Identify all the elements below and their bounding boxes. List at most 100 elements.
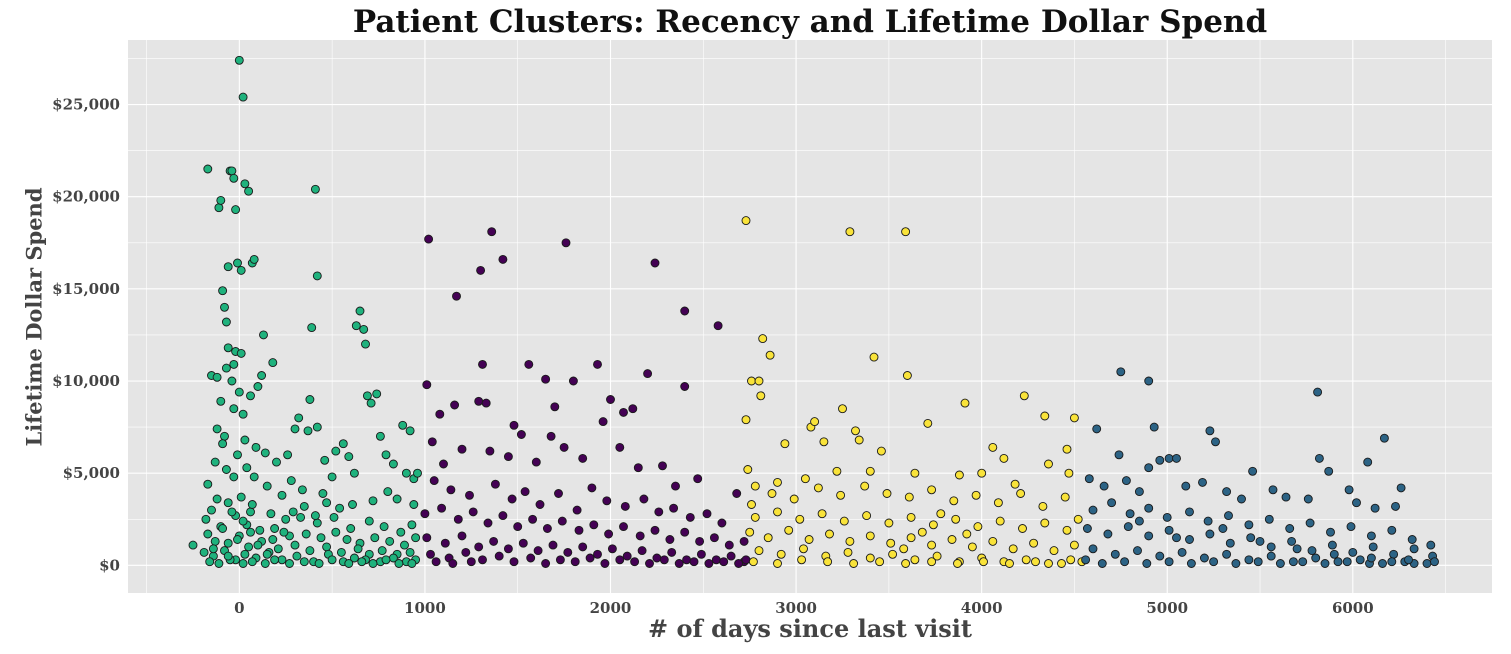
data-point bbox=[1185, 535, 1194, 544]
data-point bbox=[671, 481, 680, 491]
data-point bbox=[1172, 533, 1181, 543]
data-point bbox=[474, 542, 484, 552]
data-point bbox=[246, 391, 255, 401]
data-point bbox=[836, 490, 846, 500]
data-point bbox=[220, 302, 229, 312]
data-point bbox=[765, 350, 775, 360]
data-point bbox=[973, 522, 983, 532]
data-point bbox=[917, 527, 927, 537]
data-point bbox=[838, 404, 847, 414]
data-point bbox=[1287, 536, 1297, 546]
data-point bbox=[478, 555, 487, 565]
data-point bbox=[385, 536, 395, 546]
series-3 bbox=[741, 216, 1087, 568]
data-point bbox=[849, 559, 859, 568]
data-point bbox=[743, 465, 753, 474]
data-point bbox=[711, 555, 721, 565]
data-point bbox=[509, 420, 519, 430]
data-point bbox=[652, 553, 662, 563]
data-point bbox=[1084, 474, 1094, 484]
data-point bbox=[349, 468, 359, 478]
data-point bbox=[1244, 555, 1254, 565]
data-point bbox=[589, 520, 599, 530]
data-point bbox=[466, 557, 476, 567]
data-point bbox=[223, 551, 233, 561]
data-point bbox=[310, 511, 320, 521]
data-point bbox=[1244, 520, 1254, 530]
data-point bbox=[630, 557, 640, 567]
data-point bbox=[953, 559, 962, 568]
data-point bbox=[1069, 540, 1079, 550]
data-point bbox=[817, 509, 827, 519]
data-point bbox=[203, 164, 213, 174]
data-point bbox=[1066, 555, 1076, 565]
data-point bbox=[299, 557, 309, 567]
data-point bbox=[335, 503, 345, 513]
data-point bbox=[1211, 437, 1220, 447]
data-point bbox=[854, 435, 864, 445]
data-point bbox=[628, 404, 638, 414]
data-point bbox=[238, 516, 248, 526]
data-point bbox=[1368, 542, 1378, 552]
data-point bbox=[637, 546, 647, 556]
data-point bbox=[645, 559, 654, 568]
data-point bbox=[318, 489, 328, 498]
data-point bbox=[1038, 501, 1048, 511]
data-point bbox=[633, 463, 643, 473]
data-point bbox=[1149, 422, 1159, 432]
data-point bbox=[602, 496, 612, 506]
data-point bbox=[349, 553, 359, 563]
data-point bbox=[305, 395, 315, 404]
data-point bbox=[524, 359, 534, 369]
data-point bbox=[223, 262, 233, 272]
data-point bbox=[741, 555, 751, 565]
data-point bbox=[832, 466, 842, 476]
data-point bbox=[1088, 505, 1098, 515]
data-point bbox=[1370, 503, 1380, 513]
data-point bbox=[249, 254, 259, 264]
data-point bbox=[231, 205, 241, 215]
data-point bbox=[238, 559, 248, 568]
data-point bbox=[979, 557, 988, 567]
data-point bbox=[709, 533, 719, 543]
data-point bbox=[1363, 457, 1373, 467]
data-point bbox=[773, 477, 782, 487]
data-point bbox=[236, 348, 246, 358]
data-point bbox=[554, 489, 563, 498]
data-point bbox=[1199, 553, 1209, 563]
data-point bbox=[865, 466, 875, 476]
x-tick-label: 2000 bbox=[590, 599, 632, 617]
data-point bbox=[557, 516, 567, 526]
data-point bbox=[381, 450, 391, 460]
data-point bbox=[578, 453, 588, 463]
data-point bbox=[253, 382, 263, 391]
data-point bbox=[236, 265, 246, 275]
data-point bbox=[203, 529, 213, 539]
data-point bbox=[1088, 544, 1098, 554]
data-point bbox=[429, 476, 439, 486]
data-point bbox=[1281, 492, 1291, 502]
data-point bbox=[294, 413, 304, 423]
data-point bbox=[1253, 557, 1263, 567]
data-point bbox=[689, 557, 699, 567]
data-point bbox=[439, 459, 448, 469]
data-point bbox=[234, 387, 244, 397]
data-point bbox=[494, 551, 504, 561]
data-point bbox=[207, 505, 216, 515]
data-point bbox=[1198, 477, 1207, 487]
data-point bbox=[1114, 450, 1124, 460]
data-point bbox=[1225, 538, 1235, 548]
data-point bbox=[1133, 546, 1142, 556]
data-point bbox=[776, 549, 786, 559]
data-point bbox=[353, 544, 363, 554]
data-point bbox=[199, 547, 209, 557]
data-point bbox=[279, 527, 289, 537]
data-point bbox=[1407, 535, 1417, 544]
data-point bbox=[487, 227, 497, 237]
data-point bbox=[1205, 426, 1215, 436]
data-point bbox=[483, 518, 493, 528]
data-point bbox=[246, 527, 255, 537]
data-point bbox=[489, 536, 499, 546]
data-point bbox=[901, 227, 911, 237]
data-point bbox=[188, 540, 198, 550]
